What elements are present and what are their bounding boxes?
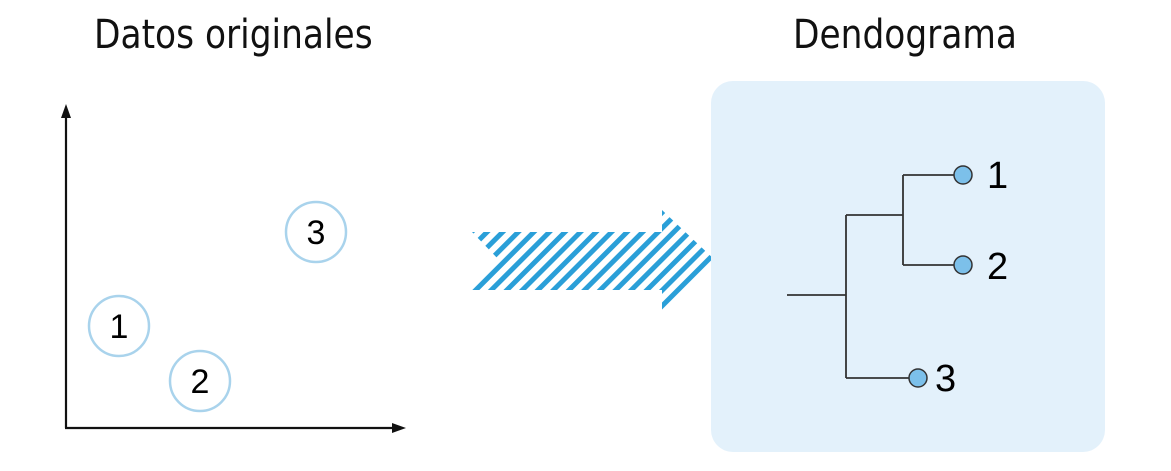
scatter-point-label: 2 (191, 363, 210, 401)
dendrogram-leaf-2: 2 (953, 246, 1008, 288)
y-axis-arrowhead (61, 104, 71, 118)
x-axis-arrowhead (392, 423, 406, 433)
scatter-point-label: 3 (307, 214, 326, 252)
scatter-point-label: 1 (110, 308, 129, 346)
dendrogram-tree (787, 174, 955, 379)
scatter-point-1: 1 (87, 294, 151, 358)
dendrogram-title: Dendograma (793, 12, 1017, 58)
leaf-label: 1 (987, 155, 1008, 197)
dendrogram-leaf-3: 3 (908, 358, 956, 400)
scatter-point-3: 3 (284, 200, 348, 264)
dendrogram-leaf-1: 1 (953, 155, 1008, 197)
scatter-point-2: 2 (168, 349, 232, 413)
dendrogram-panel (711, 81, 1105, 452)
leaf-label: 3 (935, 358, 956, 400)
transform-arrow (472, 210, 716, 314)
leaf-label: 2 (987, 246, 1008, 288)
scatter-axes (61, 104, 406, 433)
original-data-title: Datos originales (94, 12, 373, 58)
